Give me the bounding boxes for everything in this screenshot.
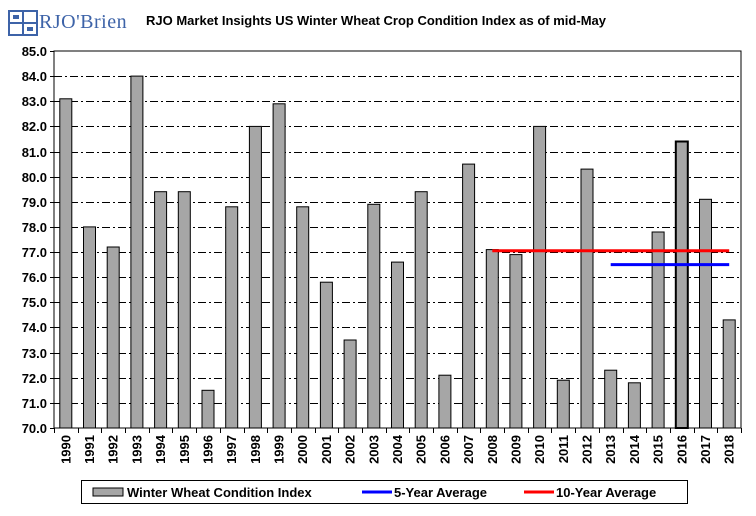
plot-area-border: [53, 50, 742, 429]
legend: Winter Wheat Condition Index 5-Year Avera…: [81, 480, 688, 504]
x-tick-label: 1990: [58, 435, 73, 464]
bar-2007: [462, 163, 476, 429]
x-tick-label: 2008: [485, 435, 500, 464]
x-tick-label: 2007: [461, 435, 476, 464]
bar-2002: [343, 339, 357, 429]
x-tick-label: 1999: [272, 435, 287, 464]
x-tick-label: 2000: [295, 435, 310, 464]
bar-1995: [177, 191, 191, 429]
x-tick-label: 2009: [508, 435, 523, 464]
x-tick-label: 2006: [437, 435, 452, 464]
y-tick-label: 78.0: [22, 220, 47, 235]
x-tick-label: 2010: [532, 435, 547, 464]
bar-2014: [627, 382, 641, 429]
legend-label: 5-Year Average: [394, 485, 487, 500]
average-lines: [492, 249, 730, 267]
y-tick-label: 74.0: [22, 320, 47, 335]
x-tick-label: 1994: [153, 434, 168, 464]
x-tick-label: 1996: [201, 435, 216, 464]
y-tick-label: 77.0: [22, 245, 47, 260]
x-tick-label: 2018: [722, 435, 737, 464]
y-tick-label: 73.0: [22, 346, 47, 361]
y-tick-label: 84.0: [22, 69, 47, 84]
bar-1997: [225, 206, 239, 429]
bar-2009: [509, 254, 523, 429]
bar-2003: [367, 203, 381, 429]
x-tick-label: 2002: [343, 435, 358, 464]
x-tick-label: 2003: [366, 435, 381, 464]
legend-label: 10-Year Average: [556, 485, 656, 500]
y-tick-label: 75.0: [22, 295, 47, 310]
x-tick-label: 2017: [698, 435, 713, 464]
x-axis-ticks: 1990 1991 1992 1993 1994 1995 1996 1997 1998 1999…: [54, 428, 742, 464]
bar-2010: [533, 125, 547, 429]
bar-1996: [201, 389, 215, 429]
y-tick-label: 82.0: [22, 119, 47, 134]
rjobrien-logo: RJO'Brien: [8, 10, 132, 38]
legend-swatch-bar: [92, 487, 124, 497]
bar-1998: [248, 125, 262, 429]
bar-2018: [722, 319, 736, 429]
x-tick-label: 2016: [674, 435, 689, 464]
logo-text: RJO'Brien: [39, 11, 128, 33]
bar-2005: [414, 191, 428, 429]
x-tick-label: 1992: [106, 435, 121, 464]
x-tick-label: 1991: [82, 435, 97, 464]
bar-1992: [106, 246, 120, 429]
legend-label: Winter Wheat Condition Index: [127, 485, 313, 500]
y-tick-label: 80.0: [22, 170, 47, 185]
x-tick-label: 2012: [580, 435, 595, 464]
y-tick-label: 81.0: [22, 145, 47, 160]
y-tick-label: 83.0: [22, 94, 47, 109]
y-tick-label: 79.0: [22, 195, 47, 210]
bar-2008: [485, 249, 499, 429]
bar-2011: [556, 379, 570, 429]
x-tick-label: 2014: [627, 434, 642, 464]
x-tick-label: 1998: [248, 435, 263, 464]
x-tick-label: 2001: [319, 435, 334, 464]
x-tick-label: 1993: [129, 435, 144, 464]
bar-2001: [319, 281, 333, 429]
x-tick-label: 2011: [556, 435, 571, 463]
y-tick-label: 71.0: [22, 396, 47, 411]
y-axis-ticks: 70.0 71.0 72.0 73.0 74.0 75.0 76.0 77.0 78.0 79.0…: [22, 44, 54, 436]
x-tick-label: 1997: [224, 435, 239, 464]
y-tick-label: 76.0: [22, 270, 47, 285]
x-tick-label: 2004: [390, 434, 405, 464]
bar-2000: [296, 206, 310, 429]
y-tick-label: 72.0: [22, 371, 47, 386]
bar-2006: [438, 374, 452, 429]
x-tick-label: 1995: [177, 435, 192, 464]
chart-title: RJO Market Insights US Winter Wheat Crop…: [146, 13, 606, 28]
bar-2016: [674, 140, 689, 429]
x-tick-label: 2015: [651, 435, 666, 464]
bar-2015: [651, 231, 665, 429]
x-tick-label: 2013: [603, 435, 618, 464]
bar-2012: [580, 168, 594, 429]
rjo-logo-mark-icon: [8, 10, 38, 36]
bar-1993: [130, 75, 144, 429]
bar-1990: [59, 98, 73, 429]
bar-2017: [699, 198, 712, 429]
bar-1999: [272, 103, 286, 429]
bar-2004: [391, 261, 404, 429]
x-tick-label: 2005: [414, 435, 429, 464]
bar-1991: [83, 226, 96, 429]
y-tick-label: 85.0: [22, 44, 47, 59]
bar-1994: [154, 191, 168, 429]
y-tick-label: 70.0: [22, 421, 47, 436]
bar-2013: [604, 369, 618, 429]
